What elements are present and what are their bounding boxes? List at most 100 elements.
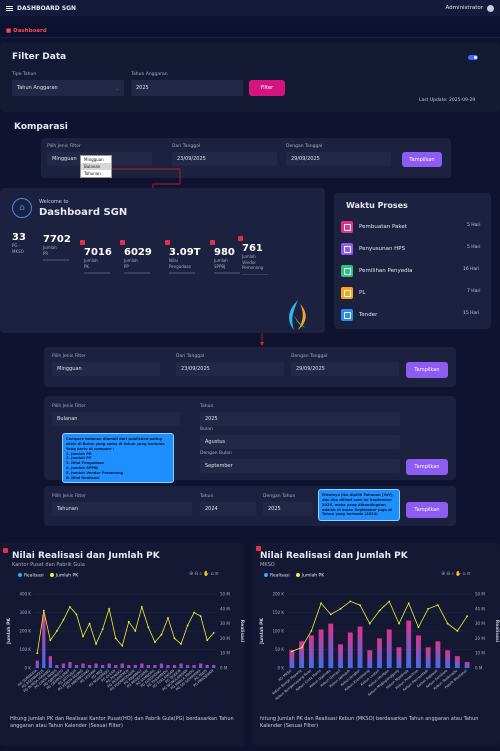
stat-vendor-pemenang: 761 Jumlah Vendor Pemenang [238,226,268,276]
komparasi-tampilkan-button[interactable]: Tampilkan [402,152,442,167]
tipe-tahun-select[interactable]: Tahun Anggaran ⌄ [12,80,124,96]
point-jumlah-pk [427,607,430,610]
point-jumlah-pk [121,644,124,647]
bar-realisasi [133,665,137,668]
dropdown-option[interactable]: Tahunan [84,171,101,176]
dropdown-option-selected[interactable]: Bulanan [81,163,111,170]
theme-toggle[interactable] [468,55,478,60]
user-menu[interactable]: Administrator [446,4,494,12]
row2-jenis-select[interactable]: Bulanan [52,412,180,426]
bar-realisasi [396,647,402,668]
chart1-svg: 0 K 100 K 200 K 300 K 400 K 0 M 10 M 20 M 30 M 40… [6,592,245,694]
tahun-anggaran-input[interactable]: 2025 [131,80,243,96]
row3-tampilkan-button[interactable]: Tampilkan [406,502,448,518]
row2-tahun-input[interactable]: 2025 [200,412,400,426]
stat-value: 33 [12,232,26,243]
y2-tick-label: 20 M [220,636,230,641]
row3-tahun-value: 2024 [205,506,218,512]
row3-tahun-input[interactable]: 2024 [200,502,256,516]
chart2-legend: Realisasi Jumlah PK [264,573,324,579]
tahun-anggaran-value: 2025 [136,85,149,91]
welcome-small: Welcome to [39,199,69,205]
sgn-logo-icon [289,300,306,330]
row3-jenis-select[interactable]: Tahunan [52,502,192,516]
row1-jenis-select[interactable]: Mingguan [52,362,160,376]
zoom-in-icon[interactable]: ⊕ [189,571,195,577]
point-jumlah-pk [69,606,71,608]
zoom-out-icon[interactable]: ⊖ [446,571,452,577]
komparasi-jenis-value: Mingguan [52,156,77,162]
y-axis-label: Jumlah PK [259,618,265,645]
waktu-proses-title: Waktu Proses [346,201,408,210]
pan-icon[interactable]: ✋ [203,571,211,577]
stat-value: 980 [214,247,235,258]
row1-dari-input[interactable]: 23/09/2025 [176,362,284,376]
avatar[interactable] [487,4,494,12]
point-jumlah-pk [42,609,45,612]
row1-jenis-value: Mingguan [57,366,82,372]
stat-bar [242,273,268,276]
row3-dengan-input[interactable]: 2025 [263,502,313,516]
legend-item[interactable]: Jumlah PK [295,573,324,579]
row2-dengan-select[interactable]: September [200,459,400,473]
row2-tampilkan-button[interactable]: Tampilkan [406,459,448,475]
chart2-toolbar[interactable]: ⊕⊖⌕✋⌂≡ [441,571,472,577]
legend-item[interactable]: Realisasi [18,573,44,579]
bar-realisasi [435,641,441,668]
bar-realisasi [185,665,190,668]
chart2-badge-icon [256,546,261,551]
jenis-dropdown-menu[interactable]: Mingguan Bulanan Tahunan [80,155,112,178]
bar-realisasi [140,663,144,668]
search-icon[interactable]: ⌕ [451,571,456,577]
home-icon[interactable]: ⌂ [462,571,467,577]
komparasi-dengan-input[interactable]: 29/09/2025 [286,152,391,166]
breadcrumb-dashboard[interactable]: Dashboard [13,28,47,34]
y2-tick-label: 10 M [220,651,230,656]
chart2-title: Nilai Realisasi dan Jumlah PK [260,551,408,561]
y2-tick-label: 40 M [475,606,485,611]
point-jumlah-pk [55,630,58,632]
search-icon[interactable]: ⌕ [199,571,204,577]
tahunan-info-tooltip: Misalnya jika dipilih Tahunan (YoY), dan… [318,489,400,521]
legend-dot [295,573,300,577]
dropdown-option[interactable]: Mingguan [84,157,104,162]
row2-bulan-select[interactable]: Agustus [200,435,400,449]
tahun-anggaran-label: Tahun Anggaran [131,72,168,77]
menu-icon[interactable]: ≡ [466,571,472,577]
point-jumlah-pk [290,650,293,653]
zoom-out-icon[interactable]: ⊖ [194,571,200,577]
komparasi-dari-input[interactable]: 23/09/2025 [172,152,277,166]
stat-value: 3.09T [169,247,201,258]
legend-item[interactable]: Realisasi [264,573,290,579]
badge-icon [210,240,215,245]
pan-icon[interactable]: ✋ [455,571,463,577]
y2-tick-label: 0 M [220,666,228,671]
menu-icon[interactable]: ≡ [214,571,220,577]
stat-label: Jumlah SPPBJ [214,258,228,269]
bar-realisasi [159,663,164,668]
hamburger-icon[interactable] [6,5,13,11]
bar-realisasi [338,644,343,668]
row3-jenis-label: Pilih Jenis Filter [52,494,86,499]
filter-button[interactable]: Filter [249,80,285,96]
point-jumlah-pk [466,615,469,618]
point-jumlah-pk [339,607,342,610]
y-tick-label: 300 K [19,610,31,615]
stat-value: 7702 [43,234,71,245]
calendar-icon [341,287,353,299]
legend-dot [264,573,268,577]
row1-dengan-input[interactable]: 29/09/2025 [291,362,399,376]
row1-tampilkan-button[interactable]: Tampilkan [406,362,448,378]
breadcrumb[interactable]: ■ Dashboard [0,24,500,38]
point-jumlah-pk [329,613,332,616]
stat-label: Jumlah PR [43,245,57,256]
chart1-toolbar[interactable]: ⊕⊖⌕✋⌂≡ [189,571,220,577]
zoom-in-icon[interactable]: ⊕ [441,571,447,577]
point-jumlah-pk [186,624,189,627]
legend-item[interactable]: Jumlah PK [49,573,78,579]
home-icon[interactable]: ⌂ [210,571,215,577]
calendar-icon [341,265,353,277]
row1-jenis-label: Pilih Jenis Filter [52,354,86,359]
welcome-title: Dashboard SGN [39,207,128,218]
point-jumlah-pk [310,630,313,632]
